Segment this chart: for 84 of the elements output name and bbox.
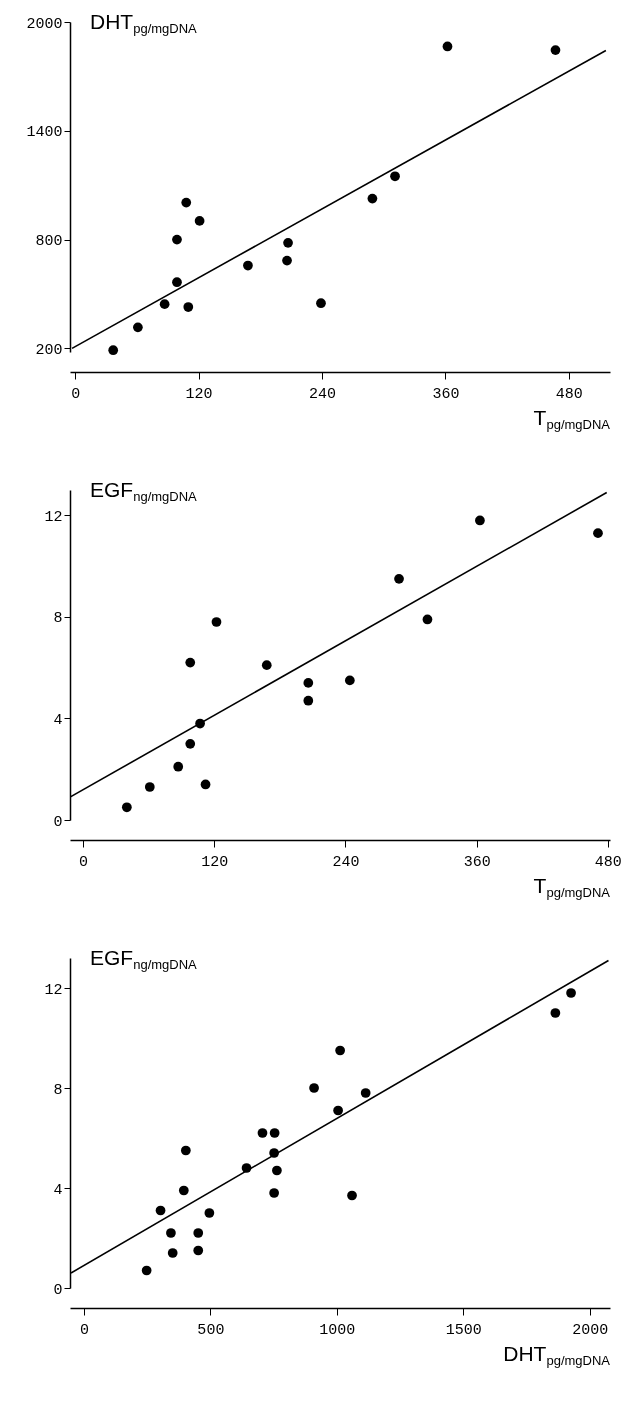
point — [344, 675, 355, 686]
point — [183, 302, 194, 312]
point — [185, 657, 196, 668]
point — [121, 802, 132, 813]
y-tick-label: 12 — [44, 508, 63, 526]
point — [283, 237, 293, 248]
x-axis-title: DHT$_{pg/mgDNA}$ — [503, 1342, 610, 1368]
y-tick-label: 200 — [35, 341, 63, 359]
point — [159, 299, 170, 309]
x-axis-title: T$_{pg/mgDNA}$ — [533, 874, 610, 900]
x-tick-label: 360 — [463, 853, 491, 871]
point — [566, 988, 576, 998]
point — [475, 515, 485, 526]
y-axis-title: DHT$_{pg/mgDNA}$ — [90, 10, 197, 36]
point — [550, 1008, 561, 1018]
x-tick-label: 500 — [197, 1321, 225, 1339]
point — [166, 1228, 176, 1238]
point — [269, 1188, 279, 1198]
x-tick-label: 240 — [308, 385, 337, 403]
point — [193, 1228, 204, 1238]
point — [181, 197, 192, 208]
point — [155, 1205, 166, 1216]
point — [243, 260, 253, 271]
point — [303, 678, 314, 688]
y-tick-label: 4 — [53, 1181, 63, 1199]
point — [173, 761, 184, 772]
point — [180, 1145, 191, 1156]
point — [167, 1248, 178, 1258]
x-tick-label: 240 — [332, 853, 360, 871]
point — [360, 1088, 371, 1098]
point — [282, 255, 292, 266]
x-axis-title: T$_{pg/mgDNA}$ — [533, 406, 610, 432]
point — [394, 573, 404, 584]
x-tick-label: 480 — [594, 853, 622, 871]
point — [172, 277, 182, 288]
y-tick-label: 8 — [53, 610, 63, 628]
x-tick-label: 1000 — [319, 1321, 356, 1339]
point — [144, 782, 155, 792]
point — [185, 738, 196, 749]
x-tick-label: 2000 — [572, 1321, 609, 1339]
point — [309, 1083, 319, 1093]
point — [333, 1105, 343, 1116]
y-axis-title: EGF$_{ng/mgDNA}$ — [90, 478, 197, 504]
point — [194, 216, 205, 226]
point — [316, 298, 326, 309]
y-tick-label: 0 — [53, 813, 63, 831]
point — [269, 1128, 280, 1138]
x-tick-label: 120 — [201, 853, 229, 871]
y-tick-label: 1400 — [26, 124, 63, 142]
point — [193, 1245, 204, 1256]
point — [211, 617, 222, 627]
point — [133, 322, 143, 333]
y-tick-label: 800 — [35, 233, 63, 251]
x-tick-label: 480 — [555, 385, 583, 403]
x-tick-label: 0 — [79, 853, 89, 871]
y-tick-label: 0 — [53, 1281, 63, 1299]
point — [200, 779, 211, 790]
y-axis-title: EGF$_{ng/mgDNA}$ — [90, 946, 197, 972]
point — [178, 1185, 189, 1196]
point — [335, 1045, 345, 1056]
x-tick-label: 0 — [79, 1321, 89, 1339]
point — [390, 171, 400, 182]
point — [422, 614, 433, 625]
point — [172, 234, 182, 245]
point — [347, 1190, 357, 1201]
y-tick-label: 12 — [44, 981, 63, 999]
point — [261, 660, 272, 671]
x-tick-label: 0 — [71, 385, 81, 403]
point — [257, 1128, 268, 1138]
y-tick-label: 2000 — [26, 15, 63, 33]
point — [593, 528, 603, 539]
x-tick-label: 360 — [432, 385, 460, 403]
point — [108, 345, 119, 356]
point — [141, 1265, 152, 1276]
y-tick-label: 8 — [53, 1081, 63, 1099]
y-tick-label: 4 — [53, 711, 63, 729]
point — [204, 1208, 215, 1218]
x-tick-label: 120 — [185, 385, 213, 403]
point — [367, 193, 378, 204]
x-tick-label: 1500 — [445, 1321, 482, 1339]
point — [550, 45, 561, 55]
point — [303, 695, 314, 706]
point — [442, 41, 453, 52]
point — [272, 1165, 282, 1176]
